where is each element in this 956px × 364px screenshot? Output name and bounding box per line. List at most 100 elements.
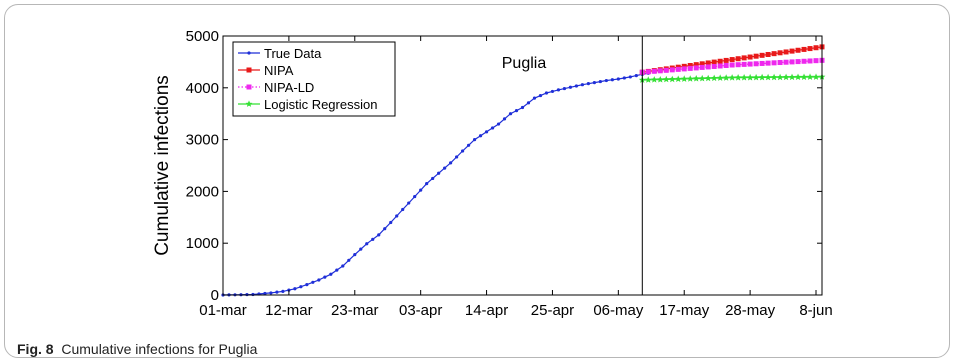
figure-caption: Fig. 8 Cumulative infections for Puglia [17,341,257,357]
data-point [502,117,507,121]
data-point [329,272,333,276]
data-point [704,74,712,82]
data-point [419,188,423,192]
data-point [758,73,766,81]
data-point [771,51,777,57]
data-point [247,51,251,55]
data-point [662,75,670,83]
data-point [496,122,501,126]
data-point [645,69,651,75]
data-point [699,64,705,70]
data-point [717,63,723,69]
data-point [377,233,381,237]
data-point [598,79,602,84]
data-point [668,75,676,83]
data-point [562,86,567,91]
data-point [246,67,252,73]
data-point [520,105,525,110]
data-point [722,74,730,81]
data-point [580,83,585,87]
data-point [765,51,771,57]
data-point [752,73,760,81]
data-point [401,207,405,212]
data-point [698,74,706,82]
data-point [759,60,765,66]
data-point [741,55,747,61]
data-point [795,59,801,65]
caption-text: Cumulative infections for Puglia [61,341,258,357]
data-point [776,73,784,81]
data-point [395,214,399,218]
data-point [538,93,543,98]
data-point [634,74,638,78]
data-point [800,73,808,80]
data-point [269,291,273,295]
data-point [299,285,303,289]
data-point [770,73,778,81]
data-point [705,60,711,66]
data-point [275,290,279,294]
data-point [455,155,459,159]
data-point [710,74,718,82]
data-point [389,220,393,225]
data-point [644,76,652,83]
data-point [251,292,255,297]
data-point [281,289,285,293]
data-point [674,75,682,82]
data-point [610,78,614,82]
data-point [669,67,675,73]
y-tick-label: 3000 [186,132,219,149]
data-point [789,48,795,54]
data-point [407,201,411,205]
data-point [729,62,735,68]
data-point [365,242,369,246]
data-point [789,59,795,65]
data-point [383,227,387,231]
data-point [449,161,453,165]
x-tick-label: 17-may [659,302,710,319]
data-point [812,73,820,80]
y-tick-label: 1000 [186,235,219,252]
data-point [680,75,688,82]
data-point [711,59,717,65]
data-point [783,59,789,65]
data-point [723,57,729,63]
data-point [466,143,471,147]
data-point [801,46,807,52]
data-point [765,60,771,66]
data-point [622,76,626,80]
data-point [717,58,723,64]
data-point [431,176,435,181]
data-point [293,287,297,291]
data-point [759,52,765,58]
x-tick-label: 28-may [725,302,776,319]
data-point [657,68,663,74]
legend-label: NIPA-LD [264,80,314,95]
data-point [807,58,813,64]
data-point [335,268,339,272]
data-point [359,247,363,251]
data-point [681,66,687,72]
figure-frame: 0 1000 2000 3000 4000 5000 01-mar 12-mar 23-mar… [4,4,950,358]
data-point [711,63,717,69]
data-point [341,264,345,268]
data-point [728,74,736,81]
x-tick-label: 8-jun [799,302,832,319]
line-chart: 0 1000 2000 3000 4000 5000 01-mar 12-mar 23-mar… [152,28,833,319]
data-point [413,194,417,199]
data-point [323,275,327,279]
data-point [746,73,754,81]
data-point [747,61,753,67]
data-point [508,112,513,116]
data-point [794,73,802,80]
legend-label: Logistic Regression [264,97,377,112]
data-point [461,149,465,153]
legend-item: NIPA-LD [238,80,314,95]
legend: True Data NIPA NIPA-LD Logistic Regression [232,41,396,117]
data-point [753,53,759,59]
data-point [783,49,789,55]
data-point [651,68,657,74]
x-tick-label: 14-apr [465,302,508,319]
plot-border [222,35,823,296]
data-point [317,278,321,282]
